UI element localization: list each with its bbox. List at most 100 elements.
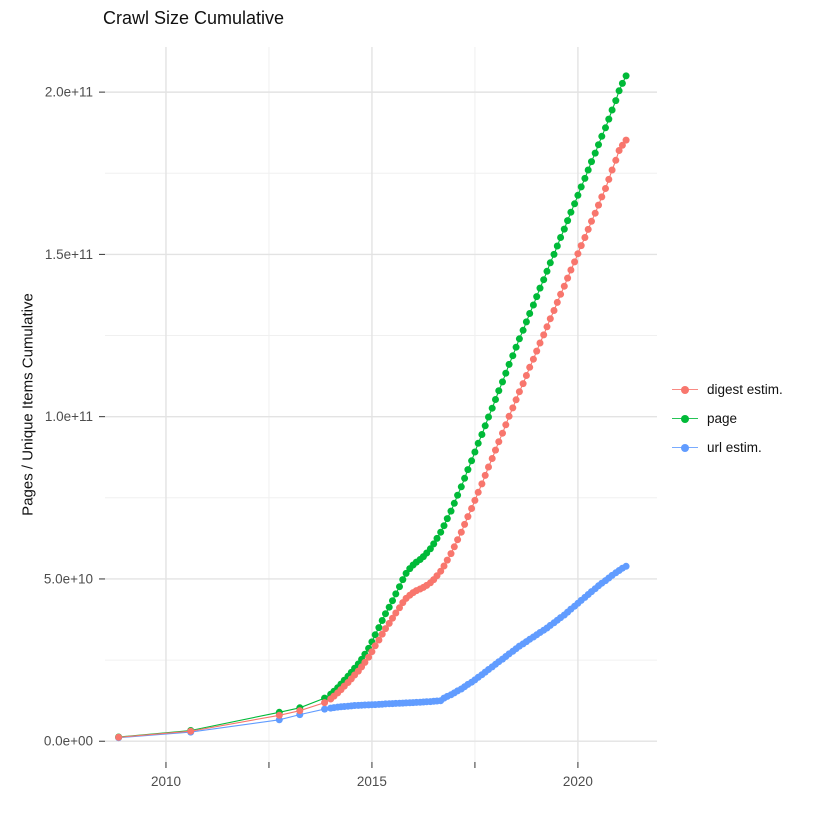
data-point [529,301,537,309]
data-point [584,225,592,233]
legend-key-digest-estim-icon [672,383,698,397]
data-point [598,193,606,201]
data-point [564,274,572,282]
data-point [550,250,558,258]
data-point [574,191,582,199]
data-point [605,115,613,123]
data-point [471,448,479,456]
y-tick-label: 2.0e+11 [45,85,93,100]
data-point [450,543,458,551]
data-point [437,567,445,575]
data-point [468,457,476,465]
legend-label-page: page [707,411,738,426]
data-point [495,438,503,446]
legend-item-page: page [672,409,783,428]
data-point [321,705,329,713]
y-tick-label: 1.0e+11 [45,409,93,424]
data-point [275,711,283,719]
data-point [502,369,510,377]
data-point [584,166,592,174]
data-point [499,429,506,437]
data-point [577,183,585,191]
data-point [481,422,489,430]
data-point [581,234,589,241]
data-point [612,97,620,105]
x-tick-label: 2010 [151,774,181,789]
data-point [526,310,534,317]
data-point [361,658,369,666]
data-point [399,576,407,584]
data-point [426,545,434,553]
data-point [457,483,465,491]
y-tick-label: 0.0e+00 [44,734,93,749]
data-point [296,707,304,715]
data-point [392,590,400,598]
data-point [591,149,599,157]
data-point [478,480,486,488]
data-point [488,404,496,412]
data-point [536,284,544,292]
data-point [474,439,482,447]
data-point [515,388,523,396]
data-point [546,259,554,267]
data-point [540,276,548,284]
data-point [392,609,400,617]
data-point [543,323,551,331]
data-point [622,136,630,144]
data-point [560,282,568,290]
data-point [615,147,623,154]
y-tick-label: 5.0e+10 [44,571,93,586]
legend-label-digest-estim: digest estim. [707,382,783,397]
data-point [608,166,616,174]
x-tick-label: 2015 [357,774,387,789]
data-point [321,699,329,707]
data-point [454,491,462,499]
data-point [443,556,451,564]
data-point [560,225,568,233]
data-point [478,431,486,438]
data-point [550,307,558,314]
data-point [553,242,561,250]
data-point [375,624,383,632]
data-point [440,522,448,530]
data-point [440,562,448,570]
data-point [385,619,393,627]
data-point [546,315,554,323]
data-point [430,540,438,548]
data-point [602,185,609,192]
data-point [481,471,489,479]
data-point [509,404,517,412]
data-point [519,380,527,388]
data-point [608,106,616,114]
data-point [389,597,396,605]
legend-item-digest-estim: digest estim. [672,380,783,399]
data-point [526,363,534,371]
data-point [605,175,613,183]
data-point [461,474,469,482]
data-point [622,562,630,570]
data-point [396,604,403,612]
x-tick-label: 2020 [563,774,593,789]
data-point [540,331,548,339]
data-point [389,614,396,622]
data-point [618,79,626,87]
data-point [457,528,465,536]
data-point [115,733,123,741]
data-point [505,412,513,420]
data-point [588,158,595,166]
data-point [512,396,520,404]
data-point [512,343,520,351]
data-point [187,727,195,735]
data-point [375,636,383,644]
data-point [598,132,606,140]
data-point [378,617,386,624]
data-point [519,326,527,334]
data-point [588,217,595,225]
data-point [557,234,565,241]
data-point [437,528,445,536]
data-point [622,72,630,80]
data-point [581,174,589,182]
data-point [505,360,513,368]
data-point [378,630,386,638]
